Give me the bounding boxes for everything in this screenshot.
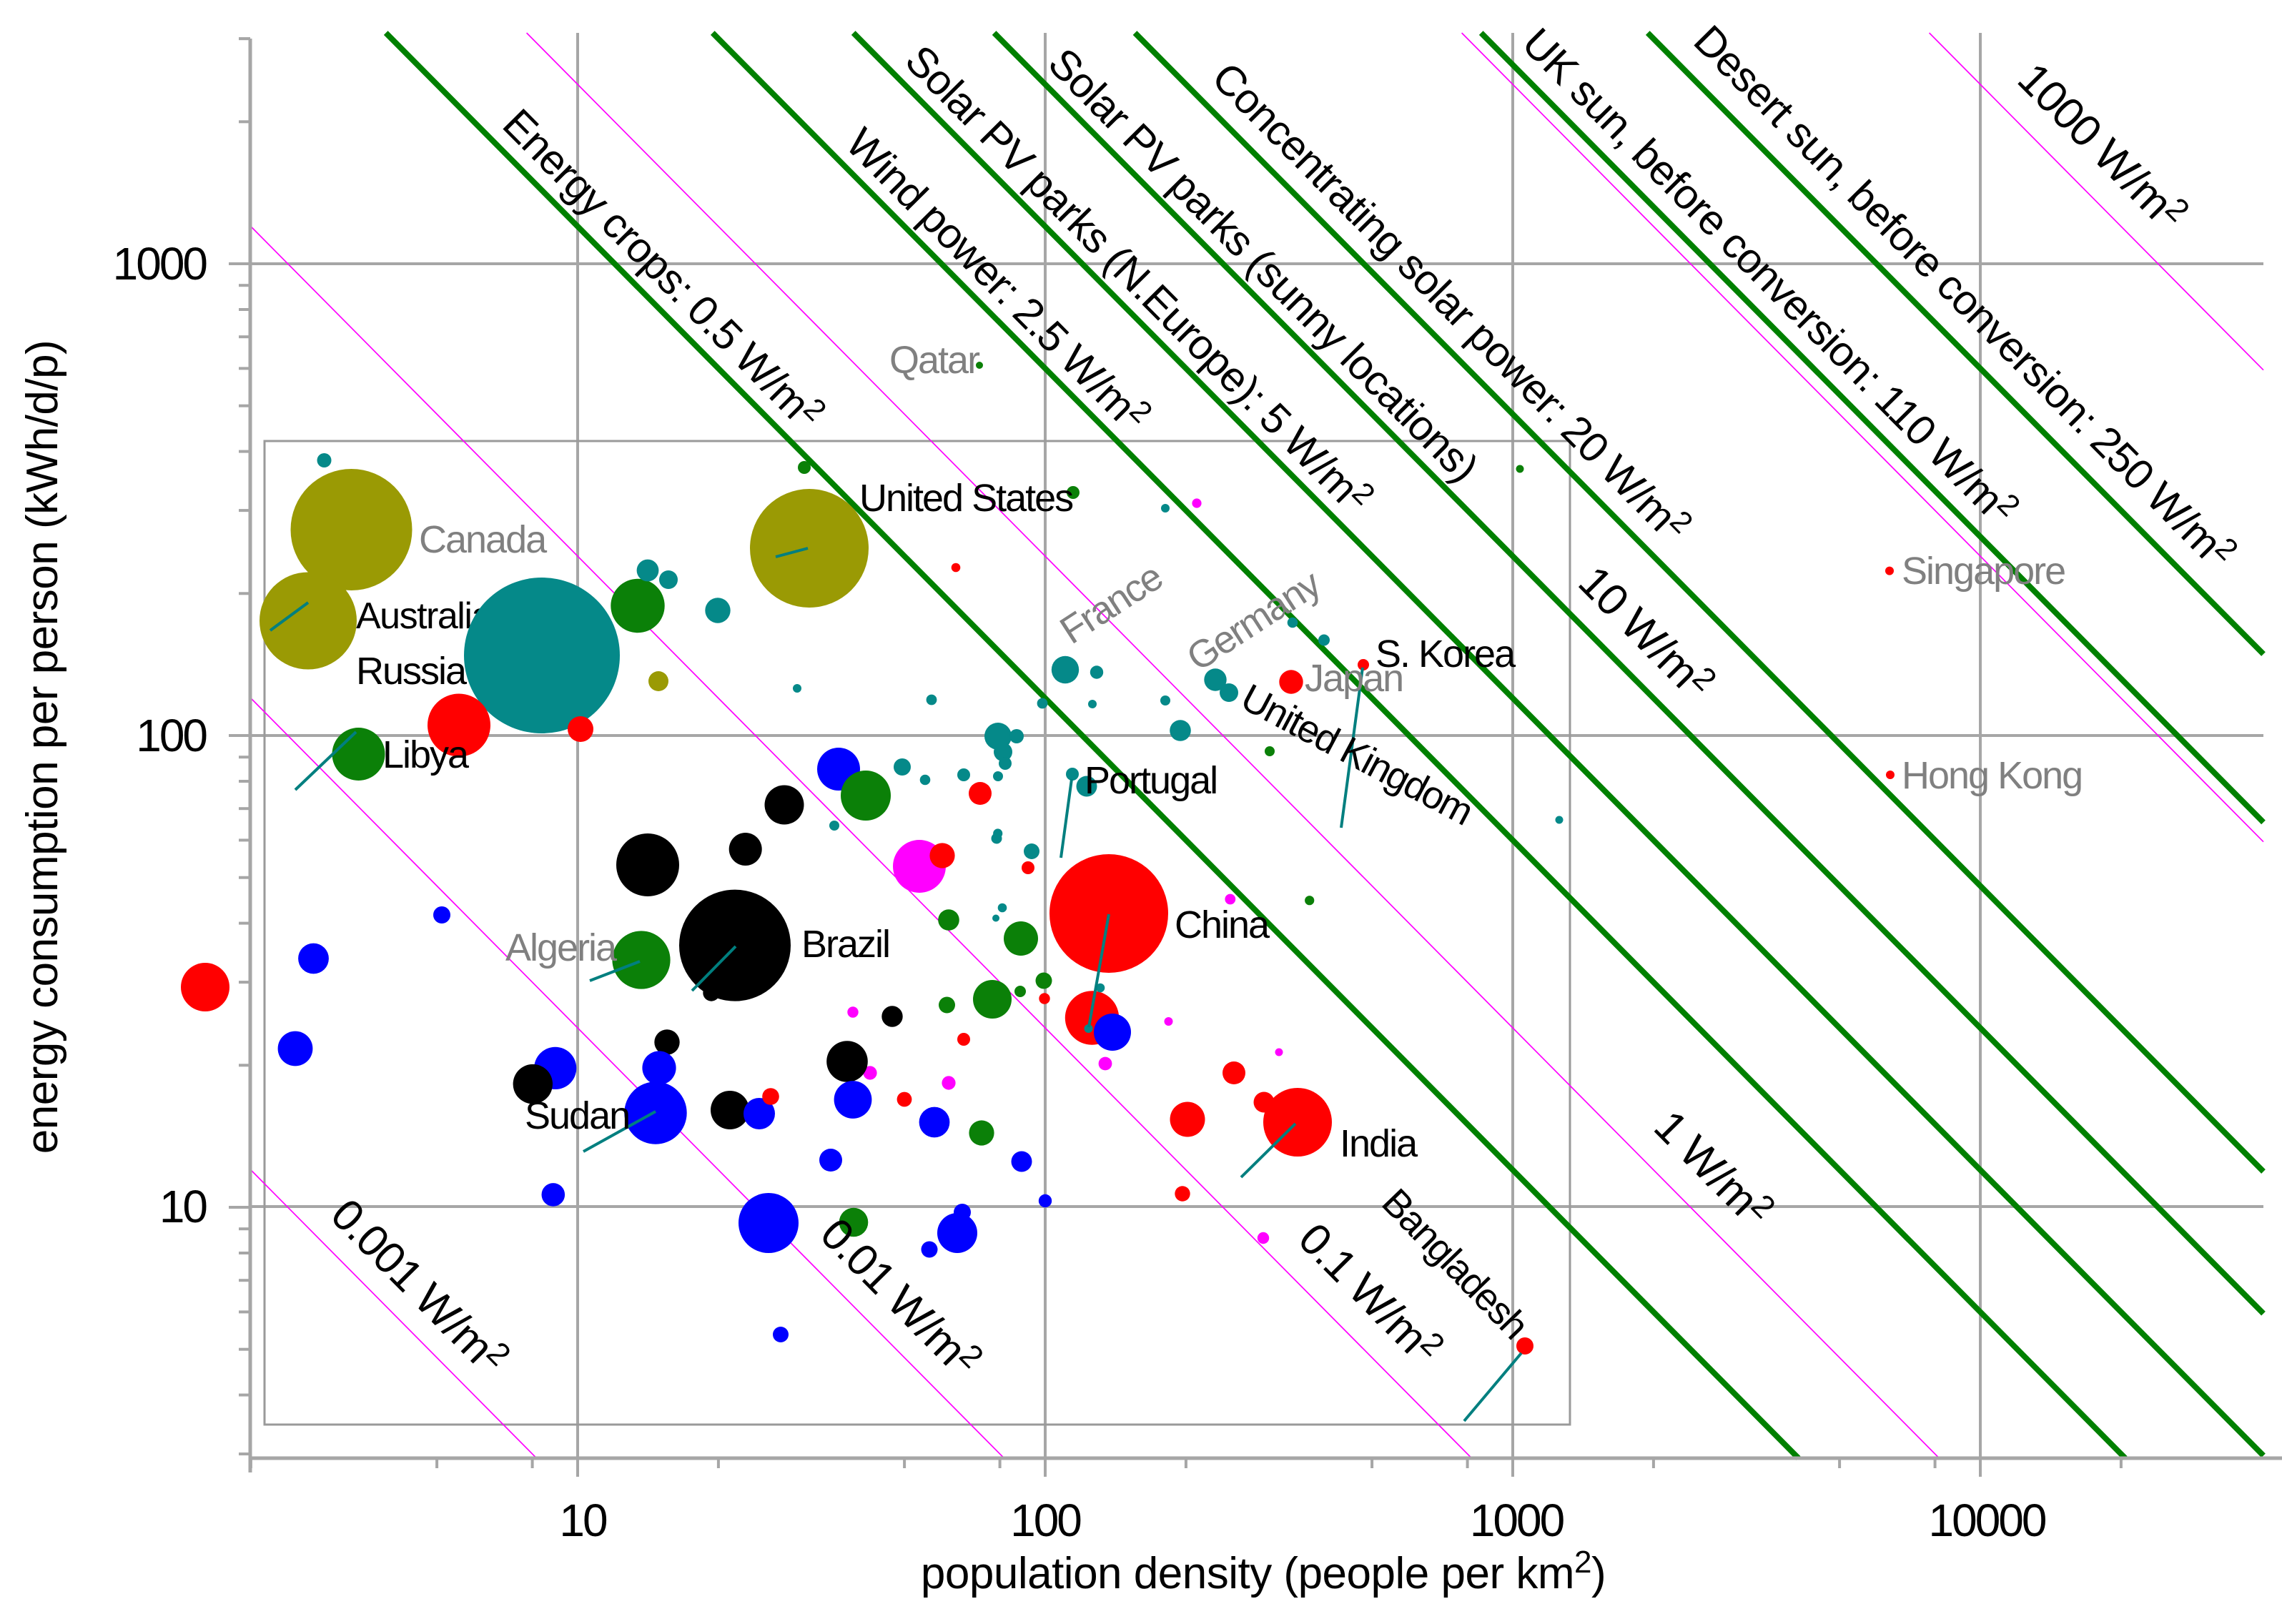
svg-text:100: 100 — [136, 710, 207, 761]
svg-text:Canada: Canada — [419, 518, 548, 561]
svg-text:Algeria: Algeria — [505, 926, 618, 969]
svg-text:S. Korea: S. Korea — [1375, 633, 1516, 675]
svg-text:Sudan: Sudan — [525, 1094, 629, 1137]
svg-text:Russia: Russia — [356, 650, 468, 693]
svg-text:population density (people per: population density (people per km2) — [921, 1545, 1606, 1598]
svg-text:India: India — [1340, 1122, 1418, 1165]
svg-text:Hong Kong: Hong Kong — [1902, 754, 2082, 797]
svg-text:100: 100 — [1010, 1495, 1081, 1546]
svg-text:Libya: Libya — [382, 733, 470, 776]
svg-text:10: 10 — [159, 1181, 207, 1232]
svg-text:Qatar: Qatar — [889, 339, 980, 382]
svg-text:Singapore: Singapore — [1902, 550, 2065, 593]
svg-text:Brazil: Brazil — [801, 923, 889, 966]
svg-text:China: China — [1175, 903, 1270, 946]
svg-text:10: 10 — [559, 1495, 607, 1546]
svg-text:1000: 1000 — [113, 238, 207, 289]
svg-text:10000: 10000 — [1929, 1495, 2046, 1546]
svg-text:Japan: Japan — [1305, 657, 1403, 700]
svg-text:energy consumption per person: energy consumption per person (kWh/d/p) — [18, 340, 67, 1154]
svg-text:United States: United States — [859, 477, 1073, 520]
svg-text:1000: 1000 — [1470, 1495, 1564, 1546]
svg-text:Portugal: Portugal — [1085, 759, 1217, 802]
